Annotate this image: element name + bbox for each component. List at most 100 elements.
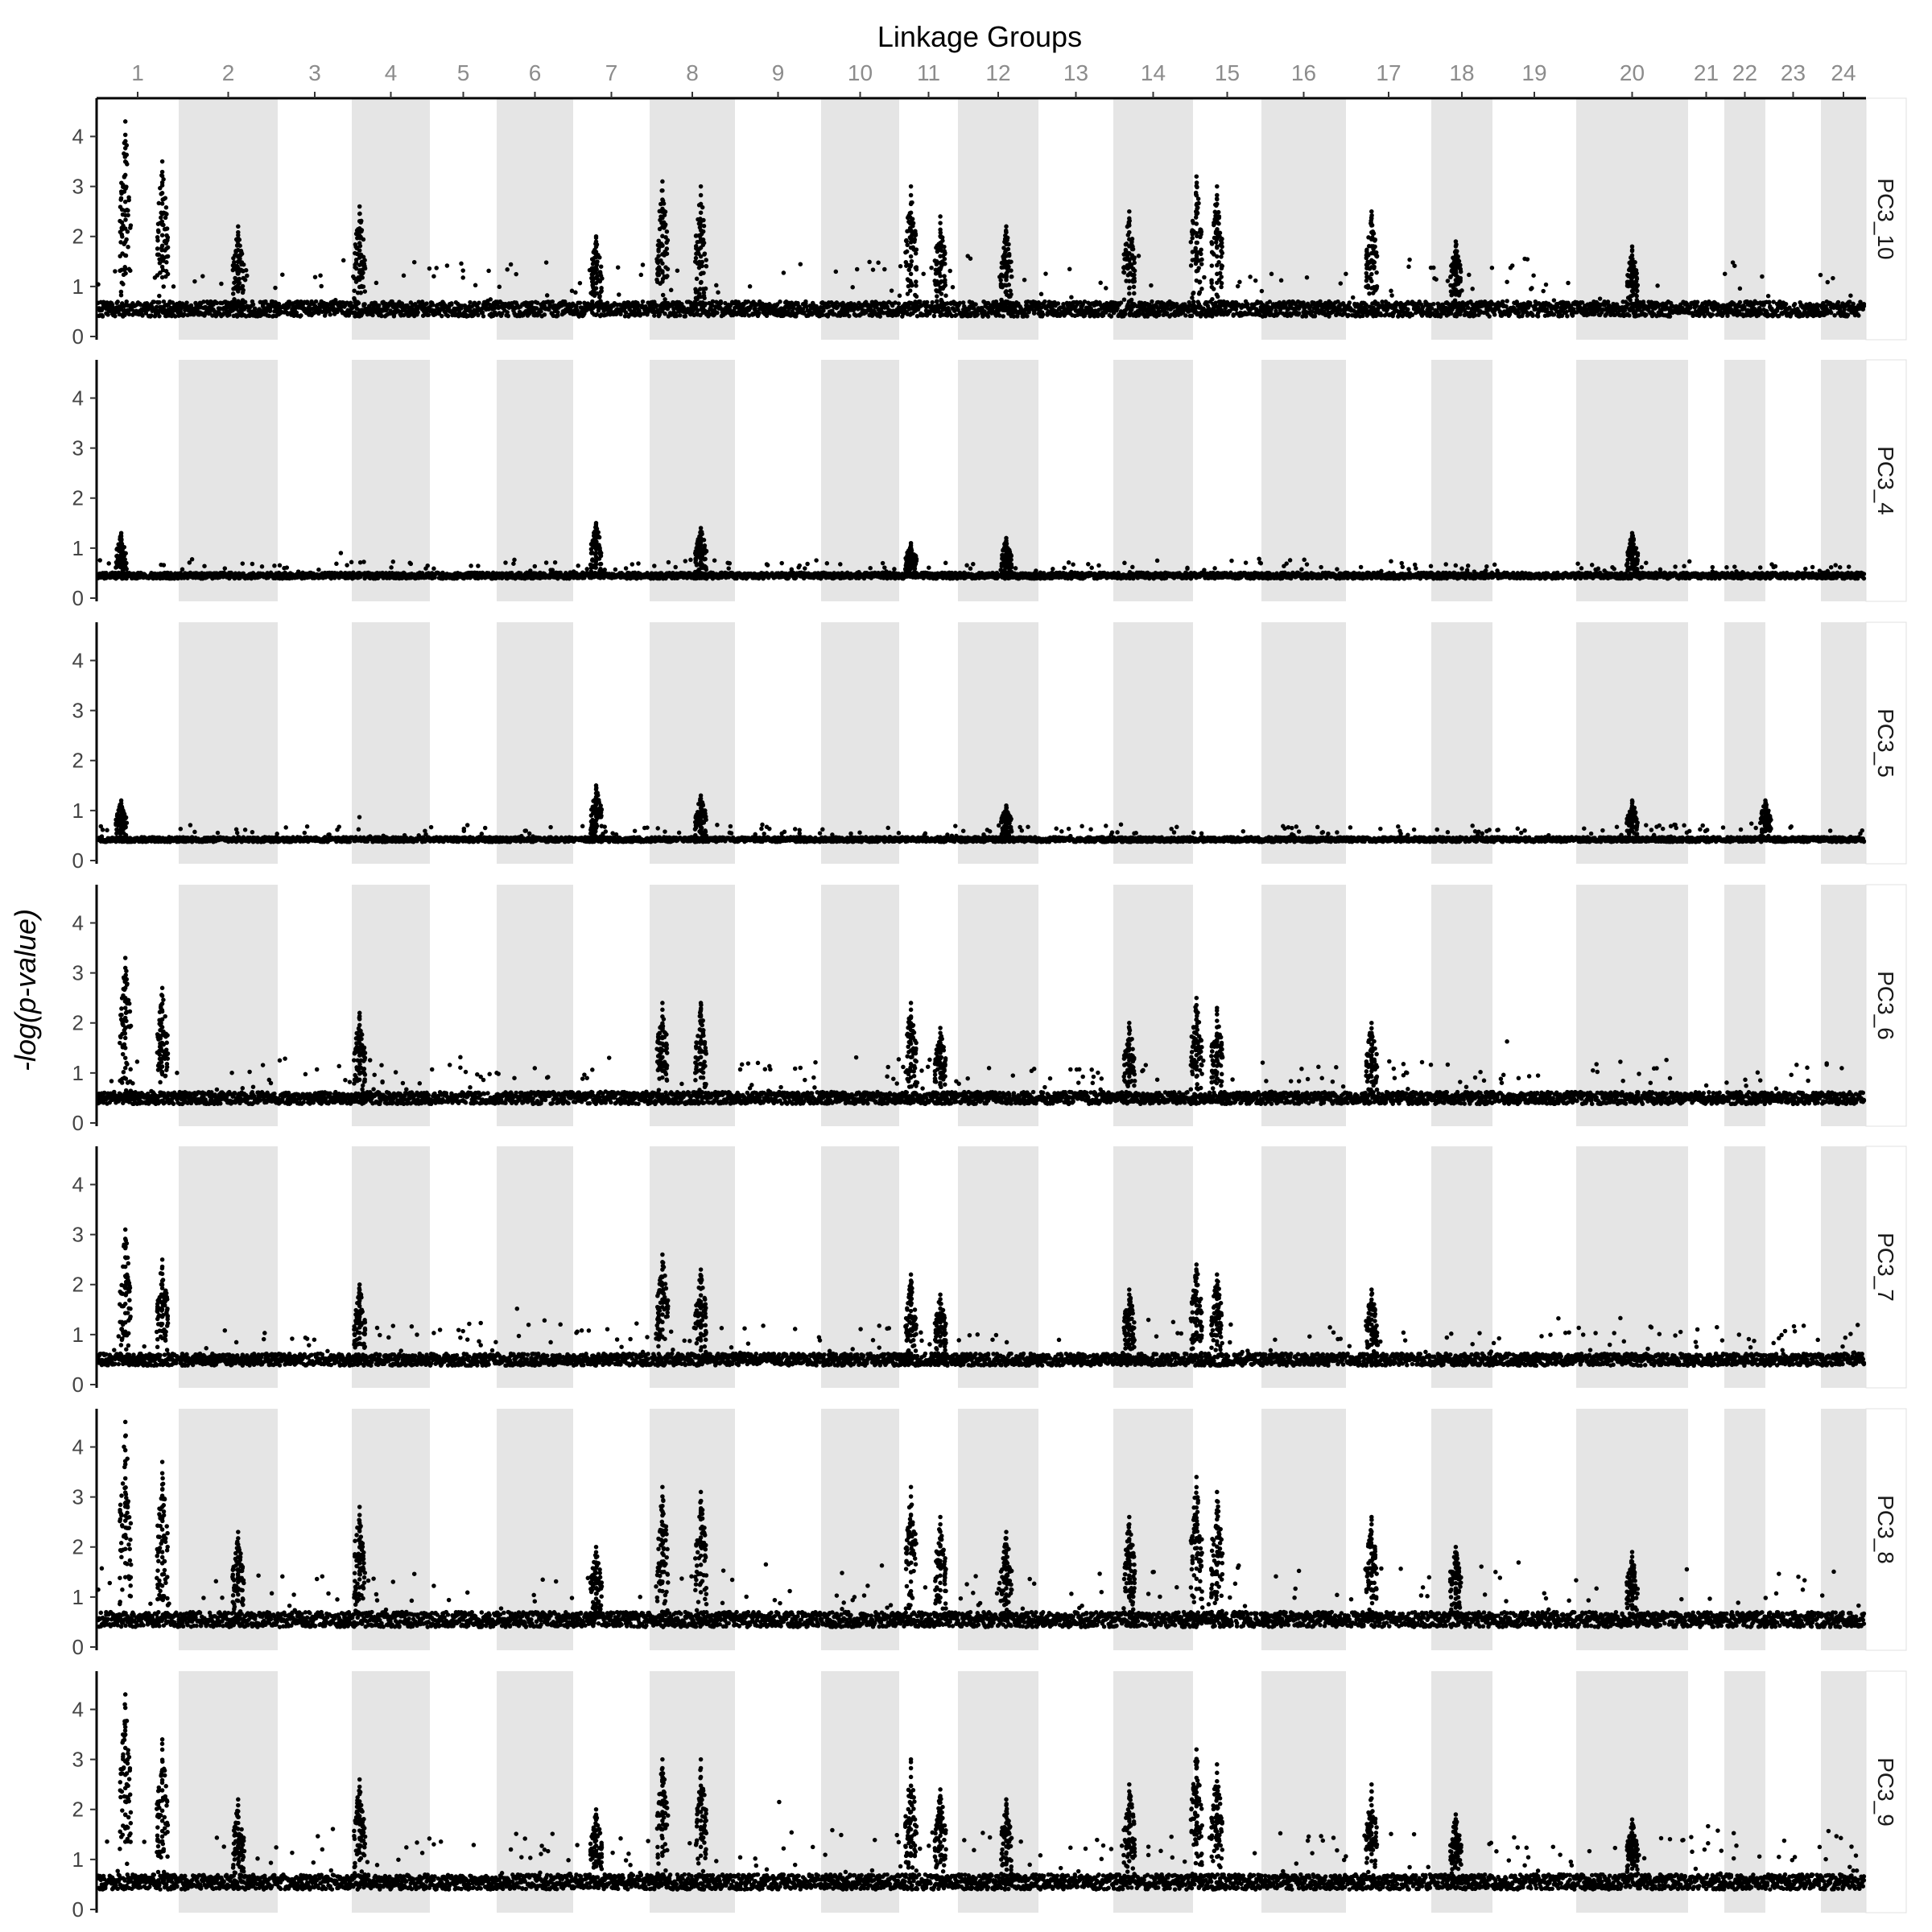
strip-label: PC3_8 [1873, 1495, 1898, 1564]
strip-box [1865, 1408, 1907, 1651]
lg-band [958, 98, 1038, 340]
lg-band [1113, 885, 1193, 1126]
lg-band [1724, 622, 1765, 864]
strip-label: PC3_7 [1873, 1232, 1898, 1302]
linkage-group-label: 1 [131, 60, 144, 85]
lg-band [1261, 1146, 1346, 1388]
lg-band [821, 98, 899, 340]
y-tick-label: 4 [72, 124, 84, 148]
y-tick-label: 3 [72, 436, 84, 460]
linkage-group-label: 19 [1521, 60, 1546, 85]
lg-band [352, 1409, 430, 1650]
lg-band [1821, 1146, 1866, 1388]
linkage-group-label: 6 [529, 60, 542, 85]
y-tick-label: 4 [72, 1435, 84, 1459]
lg-band [352, 1146, 430, 1388]
lg-band [1431, 1671, 1492, 1913]
lg-band [352, 622, 430, 864]
y-tick-label: 2 [72, 225, 84, 249]
lg-band [497, 1671, 573, 1913]
y-tick-label: 3 [72, 1748, 84, 1772]
y-tick-label: 0 [72, 1373, 84, 1397]
lg-band [958, 360, 1038, 601]
lg-band [1431, 1409, 1492, 1650]
y-tick-label: 1 [72, 1847, 84, 1872]
y-tick-label: 4 [72, 1172, 84, 1196]
linkage-group-label: 8 [686, 60, 699, 85]
y-tick-label: 0 [72, 848, 84, 873]
lg-band [1261, 885, 1346, 1126]
y-tick-label: 1 [72, 1585, 84, 1609]
y-tick-label: 2 [72, 1535, 84, 1559]
linkage-group-label: 11 [917, 60, 940, 85]
lg-band [1261, 360, 1346, 601]
lg-band [1576, 885, 1688, 1126]
snp-points [96, 521, 1867, 581]
lg-band [1821, 360, 1866, 601]
lg-band [821, 885, 899, 1126]
lg-band [958, 1146, 1038, 1388]
y-tick-label: 3 [72, 1485, 84, 1509]
linkage-group-label: 5 [457, 60, 470, 85]
linkage-group-label: 21 [1694, 60, 1719, 85]
lg-band [1431, 98, 1492, 340]
lg-band [1261, 622, 1346, 864]
linkage-group-label: 14 [1141, 60, 1166, 85]
y-tick-label: 1 [72, 536, 84, 560]
y-tick-label: 2 [72, 749, 84, 773]
y-tick-label: 1 [72, 1061, 84, 1085]
strip-label: PC3_6 [1873, 971, 1898, 1040]
lg-band [1113, 360, 1193, 601]
linkage-group-label: 16 [1291, 60, 1316, 85]
y-tick-label: 0 [72, 324, 84, 349]
linkage-group-label: 12 [985, 60, 1010, 85]
lg-band [179, 360, 278, 601]
lg-band [1821, 622, 1866, 864]
linkage-group-label: 9 [772, 60, 785, 85]
lg-band [958, 885, 1038, 1126]
strip-label: PC3_10 [1873, 178, 1898, 259]
lg-band [1724, 360, 1765, 601]
strip-box [1865, 621, 1907, 865]
lg-band [497, 622, 573, 864]
lg-band [1261, 1671, 1346, 1913]
linkage-group-label: 23 [1781, 60, 1806, 85]
panel-PC3_7: PC3_7 0 1 2 3 4 [72, 1146, 1907, 1397]
y-tick-label: 2 [72, 1011, 84, 1035]
linkage-group-label: 2 [222, 60, 235, 85]
lg-band [650, 885, 735, 1126]
y-tick-label: 3 [72, 699, 84, 723]
y-tick-label: 2 [72, 1798, 84, 1822]
lg-band [179, 1671, 278, 1913]
y-tick-label: 1 [72, 1323, 84, 1347]
linkage-group-label: 18 [1449, 60, 1474, 85]
lg-band [1431, 1146, 1492, 1388]
strip-label: PC3_9 [1873, 1757, 1898, 1827]
lg-band [497, 1146, 573, 1388]
lg-band [650, 622, 735, 864]
lg-band [1431, 885, 1492, 1126]
panel-PC3_4: PC3_4 0 1 2 3 4 [72, 359, 1907, 610]
y-tick-label: 4 [72, 386, 84, 410]
linkage-group-label: 20 [1620, 60, 1645, 85]
snp-points [96, 956, 1867, 1107]
y-tick-label: 3 [72, 1223, 84, 1247]
lg-band [1113, 1409, 1193, 1650]
panel-PC3_9: PC3_9 0 1 2 3 4 [72, 1670, 1907, 1922]
lg-band [958, 1409, 1038, 1650]
lg-band [497, 98, 573, 340]
y-tick-label: 0 [72, 1897, 84, 1922]
strip-box [1865, 1670, 1907, 1913]
strip-box [1865, 1146, 1907, 1389]
lg-band [497, 1409, 573, 1650]
linkage-group-label: 22 [1732, 60, 1757, 85]
lg-band [650, 360, 735, 601]
linkage-group-label: 4 [385, 60, 398, 85]
lg-band [179, 885, 278, 1126]
lg-band [821, 1671, 899, 1913]
y-tick-label: 1 [72, 799, 84, 823]
snp-points [96, 119, 1867, 319]
y-tick-label: 2 [72, 486, 84, 510]
chart-title: Linkage Groups [877, 20, 1082, 53]
